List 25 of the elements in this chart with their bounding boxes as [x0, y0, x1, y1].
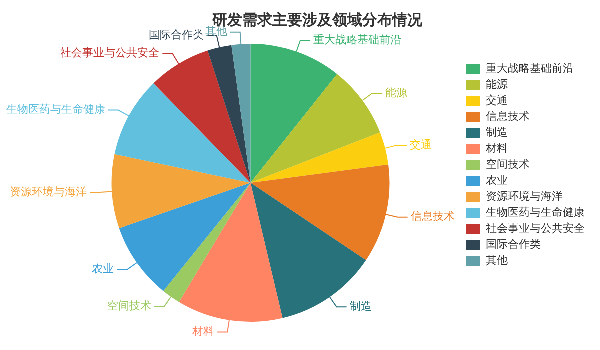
legend-label: 制造 — [486, 126, 508, 139]
legend-label: 其他 — [486, 254, 508, 267]
legend-label: 空间技术 — [486, 158, 530, 171]
slice-label: 能源 — [385, 86, 408, 100]
slice-label: 生物医药与生命健康 — [6, 103, 106, 116]
slice-label: 交通 — [410, 138, 432, 152]
legend-label: 生物医药与生命健康 — [486, 206, 585, 219]
legend-label: 能源 — [486, 78, 508, 91]
slice-label: 空间技术 — [107, 300, 152, 313]
slice-label: 农业 — [92, 262, 114, 276]
legend-label: 国际合作类 — [486, 238, 541, 251]
slice-label: 制造 — [350, 300, 372, 313]
slice-label: 社会事业与公共安全 — [60, 46, 160, 60]
legend-label: 重大战略基础前沿 — [486, 62, 574, 75]
slice-label: 信息技术 — [410, 210, 455, 224]
legend-label: 交通 — [486, 94, 508, 107]
legend-label: 资源环境与海洋 — [486, 190, 563, 203]
slice-label: 国际合作类 — [148, 28, 204, 42]
legend-label: 材料 — [485, 142, 508, 155]
slice-label: 重大战略基础前沿 — [314, 33, 402, 46]
legend-label: 信息技术 — [486, 110, 530, 123]
legend-label: 农业 — [486, 174, 508, 187]
legend-label: 社会事业与公共安全 — [486, 222, 585, 235]
slice-label: 资源环境与海洋 — [10, 185, 88, 198]
slice-label: 材料 — [192, 325, 215, 338]
